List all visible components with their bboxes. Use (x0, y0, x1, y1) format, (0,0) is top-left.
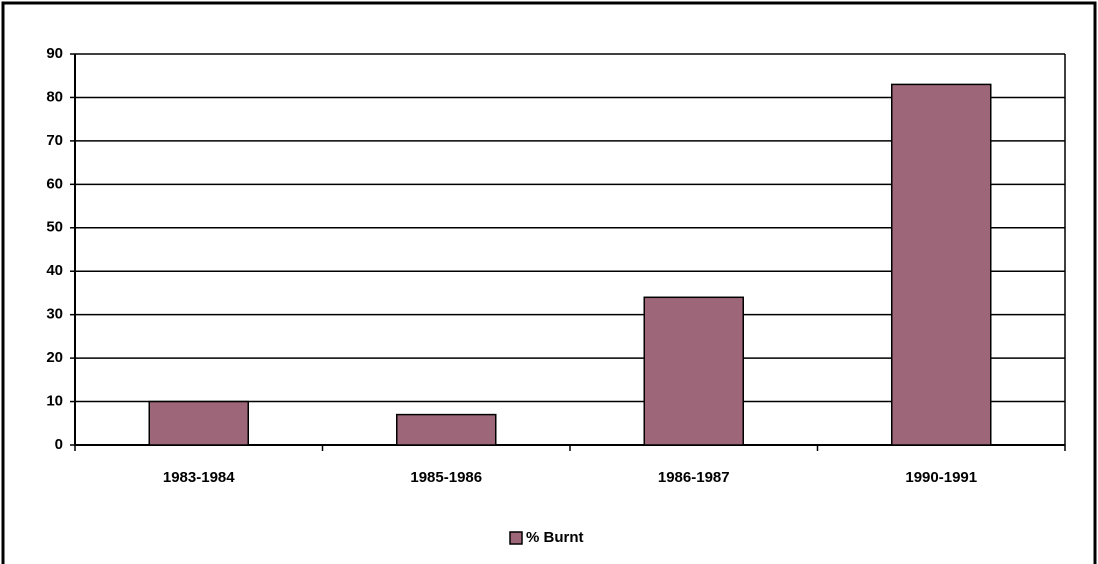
x-tick-label: 1986-1987 (658, 469, 730, 486)
y-tick-label: 90 (46, 45, 63, 62)
y-tick-label: 50 (46, 219, 63, 236)
y-tick-label: 40 (46, 262, 63, 279)
legend-label: % Burnt (526, 529, 584, 546)
bar (148, 400, 249, 446)
x-tick-label: 1983-1984 (163, 469, 235, 486)
y-tick-label: 30 (46, 306, 63, 323)
y-tick-label: 70 (46, 132, 63, 149)
legend-swatch (509, 531, 523, 545)
x-tick-label: 1985-1986 (410, 469, 482, 486)
x-tick-label: 1990-1991 (905, 469, 977, 486)
y-tick-label: 10 (46, 393, 63, 410)
bar (643, 296, 744, 446)
y-tick-label: 0 (55, 436, 63, 453)
bar (396, 413, 497, 446)
y-tick-label: 80 (46, 88, 63, 105)
y-tick-label: 60 (46, 175, 63, 192)
bar (891, 83, 992, 446)
y-tick-label: 20 (46, 349, 63, 366)
